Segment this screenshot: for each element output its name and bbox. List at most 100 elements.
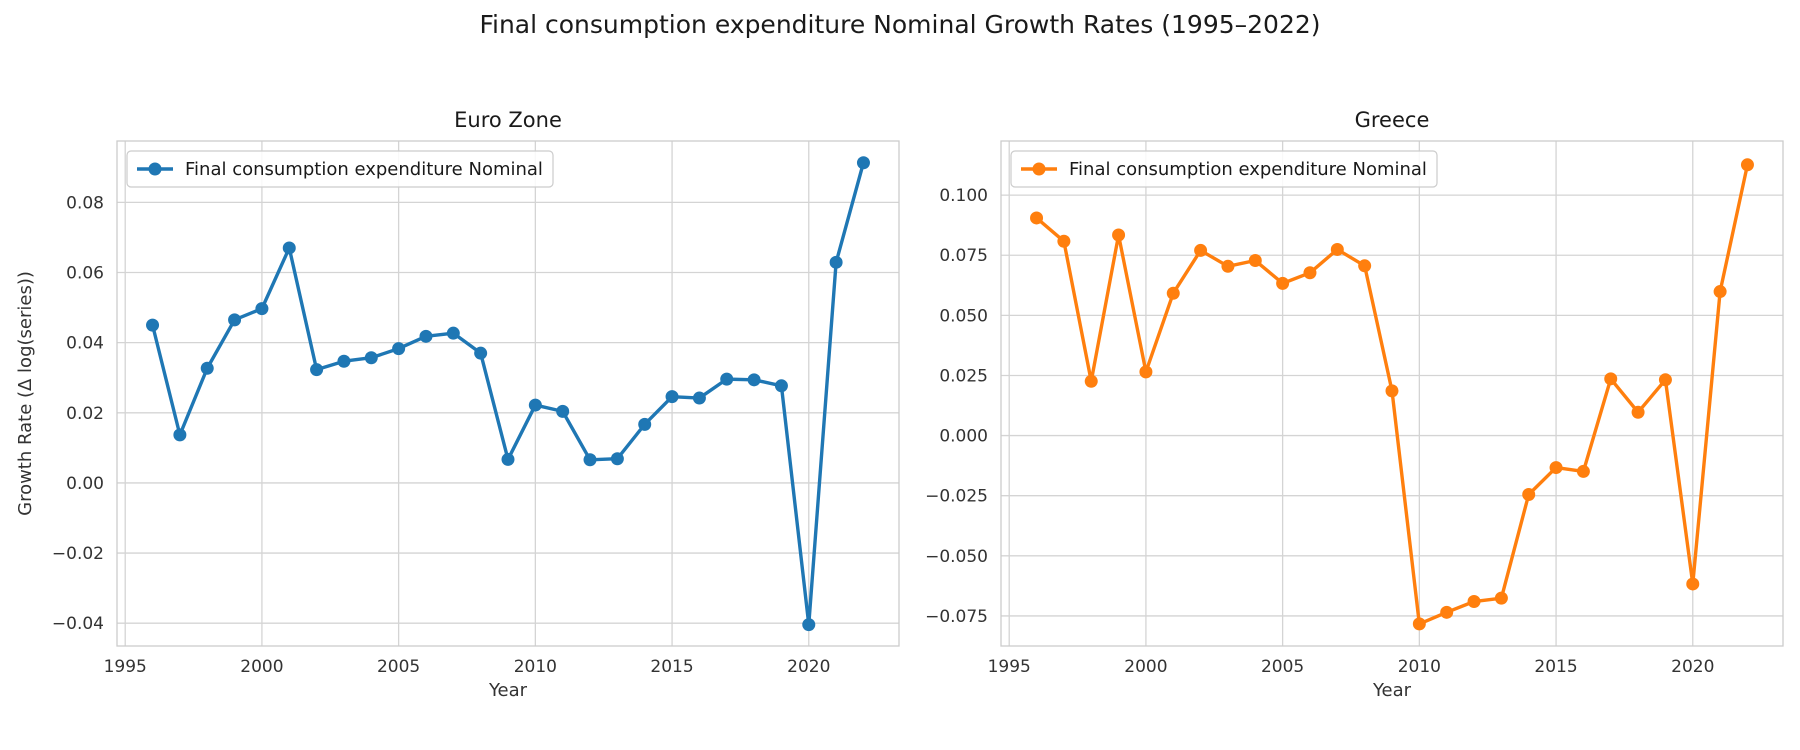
panel-2-y-tick-label: −0.050 <box>925 547 988 567</box>
panel-1-data-point <box>610 452 624 466</box>
panel-2-data-point <box>1740 158 1754 172</box>
panel-2-data-point <box>1084 374 1098 388</box>
panel-2: 1995 2000 2005 2010 2015 2020 −0.075 −0.050 −0.0… <box>925 108 1784 701</box>
panel-2-legend-marker <box>1032 162 1046 176</box>
panel-1-data-point <box>638 417 652 431</box>
panel-2-data-point <box>1221 259 1235 273</box>
panel-2-frame <box>1000 140 1784 647</box>
panel-2-x-tick-label: 2020 <box>1671 657 1714 677</box>
panel-2-y-tick-label: 0.000 <box>939 427 988 447</box>
panel-1-data-point <box>146 318 160 332</box>
panel-2-y-tick-label: −0.025 <box>925 487 988 507</box>
panel-2-data-point <box>1385 384 1399 398</box>
panel-2-data-point <box>1604 372 1618 386</box>
panel-1-data-point <box>228 313 242 327</box>
panel-1-y-tick-label: 0.04 <box>66 334 104 354</box>
panel-2-data-point <box>1030 211 1044 225</box>
panel-1-data-point <box>720 372 734 386</box>
panel-1-data-point <box>583 453 597 467</box>
panel-2-data-point <box>1166 286 1180 300</box>
panel-1-data-point <box>528 398 542 412</box>
panel-1-data-point <box>282 241 296 255</box>
panel-1-y-tick-label: 0.02 <box>66 404 104 424</box>
panel-1-data-point <box>501 452 515 466</box>
panel-1: 1995 2000 2005 2010 2015 2020 −0.04 −0.02 0.00 0.… <box>15 108 900 701</box>
panel-1-legend-label: Final consumption expenditure Nominal <box>185 159 543 180</box>
panel-2-data-point <box>1686 577 1700 591</box>
panel-2-legend-box <box>1010 150 1438 188</box>
panel-2-data-point <box>1248 254 1262 268</box>
panel-2-data-point <box>1658 373 1672 387</box>
panel-1-x-tick-label: 2015 <box>650 657 693 677</box>
panel-2-y-tick-label: −0.075 <box>925 607 988 627</box>
panel-1-data-point <box>337 354 351 368</box>
panel-1-data-point <box>310 363 324 377</box>
panel-1-legend-box <box>126 150 554 188</box>
panel-1-x-tick-label: 2000 <box>240 657 283 677</box>
panel-2-data-point <box>1412 617 1426 631</box>
panel-2-data-point <box>1057 234 1071 248</box>
panel-1-x-tick-label: 2020 <box>787 657 830 677</box>
panel-2-y-tick-label: 0.050 <box>939 306 988 326</box>
panel-1-y-tick-label: 0.00 <box>66 474 104 494</box>
panel-1-data-point <box>392 342 406 356</box>
panel-2-data-point <box>1467 595 1481 609</box>
panel-1-data-point <box>802 618 816 632</box>
panel-2-x-tick-label: 2000 <box>1124 657 1167 677</box>
panel-2-data-point <box>1631 405 1645 419</box>
panel-1-y-tick-label: 0.08 <box>66 193 104 213</box>
panel-1-data-point <box>419 329 433 343</box>
panel-2-legend: Final consumption expenditure Nominal <box>1010 150 1438 188</box>
panel-2-legend-label: Final consumption expenditure Nominal <box>1069 159 1427 180</box>
panel-2-data-point <box>1139 365 1153 379</box>
panel-1-y-tick-label: −0.04 <box>52 614 104 634</box>
panel-2-y-tick-label: 0.100 <box>939 186 988 206</box>
panel-2-y-tick-label: 0.075 <box>939 246 988 266</box>
panel-1-plot-area <box>117 141 899 646</box>
panel-2-data-point <box>1713 285 1727 299</box>
panel-2-data-point <box>1522 488 1536 501</box>
panel-1-legend: Final consumption expenditure Nominal <box>126 150 554 188</box>
panel-1-data-point <box>856 156 870 170</box>
panel-2-data-point <box>1303 266 1317 280</box>
panel-2-data-point <box>1194 243 1208 257</box>
panel-1-legend-marker <box>148 162 162 176</box>
panel-1-data-point <box>255 302 269 316</box>
panel-2-x-tick-label: 1995 <box>988 657 1031 677</box>
panel-1-y-tick-label: −0.02 <box>52 544 104 564</box>
panel-2-data-point <box>1276 276 1290 290</box>
panel-1-y-axis-label: Growth Rate (Δ log(series)) <box>15 271 36 516</box>
panel-2-x-tick-label: 2005 <box>1261 657 1304 677</box>
panel-2-data-point <box>1440 605 1454 619</box>
panel-1-x-tick-label: 2005 <box>377 657 420 677</box>
panel-2-data-point <box>1112 228 1126 242</box>
panel-1-data-point <box>747 373 761 387</box>
panel-1-data-point <box>474 346 488 360</box>
panel-1-data-point <box>173 428 187 442</box>
panel-2-title: Greece <box>1355 108 1430 132</box>
panel-2-x-tick-label: 2010 <box>1398 657 1441 677</box>
panel-1-x-tick-label: 1995 <box>104 657 147 677</box>
panel-2-data-point <box>1549 461 1563 475</box>
panel-2-y-tick-label: 0.025 <box>939 366 988 386</box>
panel-2-x-axis-label: Year <box>1372 680 1412 701</box>
panel-2-x-tick-label: 2015 <box>1534 657 1577 677</box>
panel-2-data-point <box>1330 242 1344 256</box>
panel-1-data-point <box>692 391 706 405</box>
panel-1-frame <box>116 140 900 647</box>
panel-2-data-point <box>1576 464 1590 478</box>
panel-2-data-point <box>1358 259 1372 273</box>
panel-1-y-tick-label: 0.06 <box>66 264 104 284</box>
panel-1-data-point <box>364 351 378 365</box>
panel-1-data-point <box>556 404 570 418</box>
panel-1-x-axis-label: Year <box>488 680 528 701</box>
panel-1-data-point <box>446 326 460 340</box>
panel-1-x-tick-label: 2010 <box>514 657 557 677</box>
panel-2-data-point <box>1494 591 1508 605</box>
panel-1-data-point <box>665 390 679 404</box>
panel-1-data-point <box>774 379 788 393</box>
panel-1-data-point <box>829 255 843 269</box>
figure-title: Final consumption expenditure Nominal Gr… <box>479 10 1321 39</box>
